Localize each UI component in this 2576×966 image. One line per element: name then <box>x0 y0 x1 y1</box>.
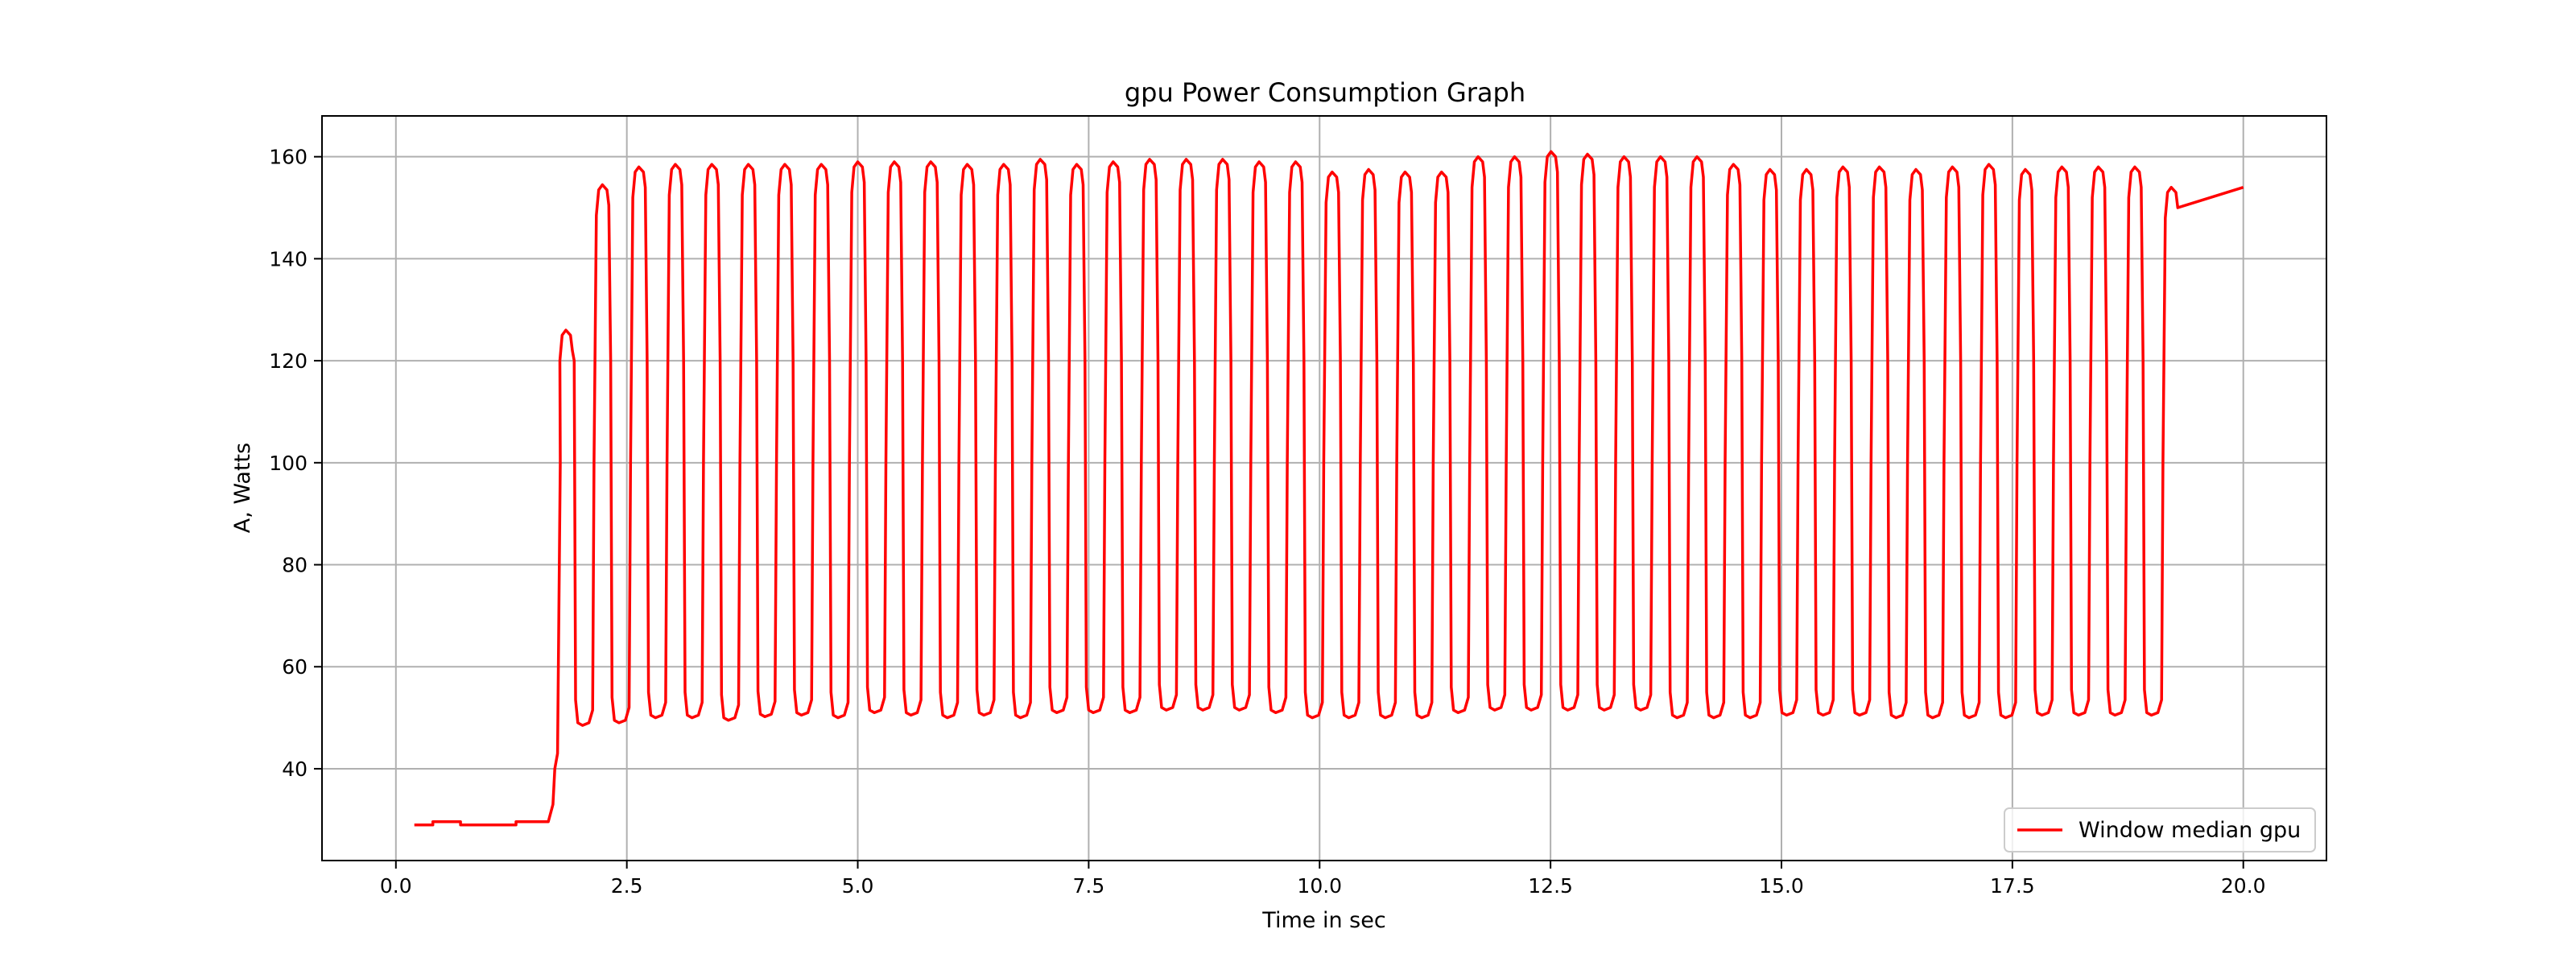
y-tick-label: 120 <box>269 349 308 373</box>
chart-title: gpu Power Consumption Graph <box>1125 77 1525 108</box>
x-tick-label: 5.0 <box>842 874 874 898</box>
legend-box <box>2004 807 2316 852</box>
y-axis: 40 60 80 100 120 140 160 <box>269 146 322 781</box>
x-axis: 0.0 2.5 5.0 7.5 10.0 12.5 15.0 17.5 20.0 <box>380 861 2266 898</box>
y-tick-label: 160 <box>269 146 308 169</box>
legend-entry: Window median gpu <box>2079 818 2301 843</box>
y-tick-label: 100 <box>269 452 308 475</box>
series-layer <box>414 150 2244 827</box>
x-tick-label: 0.0 <box>380 874 412 898</box>
x-tick-label: 7.5 <box>1073 874 1105 898</box>
y-tick-label: 60 <box>282 655 308 679</box>
y-axis-label: A, Watts <box>230 443 255 533</box>
x-tick-label: 15.0 <box>1759 874 1804 898</box>
y-tick-label: 80 <box>282 554 308 577</box>
x-axis-label: Time in sec <box>1261 908 1385 933</box>
x-tick-label: 10.0 <box>1297 874 1342 898</box>
series-line-window-median-gpu <box>414 150 2244 827</box>
x-tick-label: 17.5 <box>1990 874 2035 898</box>
plot-frame <box>321 115 2327 861</box>
x-tick-label: 2.5 <box>611 874 643 898</box>
legend: Window median gpu <box>2004 807 2316 852</box>
y-tick-label: 140 <box>269 247 308 270</box>
x-tick-label: 12.5 <box>1528 874 1573 898</box>
x-tick-label: 20.0 <box>2221 874 2266 898</box>
y-tick-label: 40 <box>282 758 308 781</box>
